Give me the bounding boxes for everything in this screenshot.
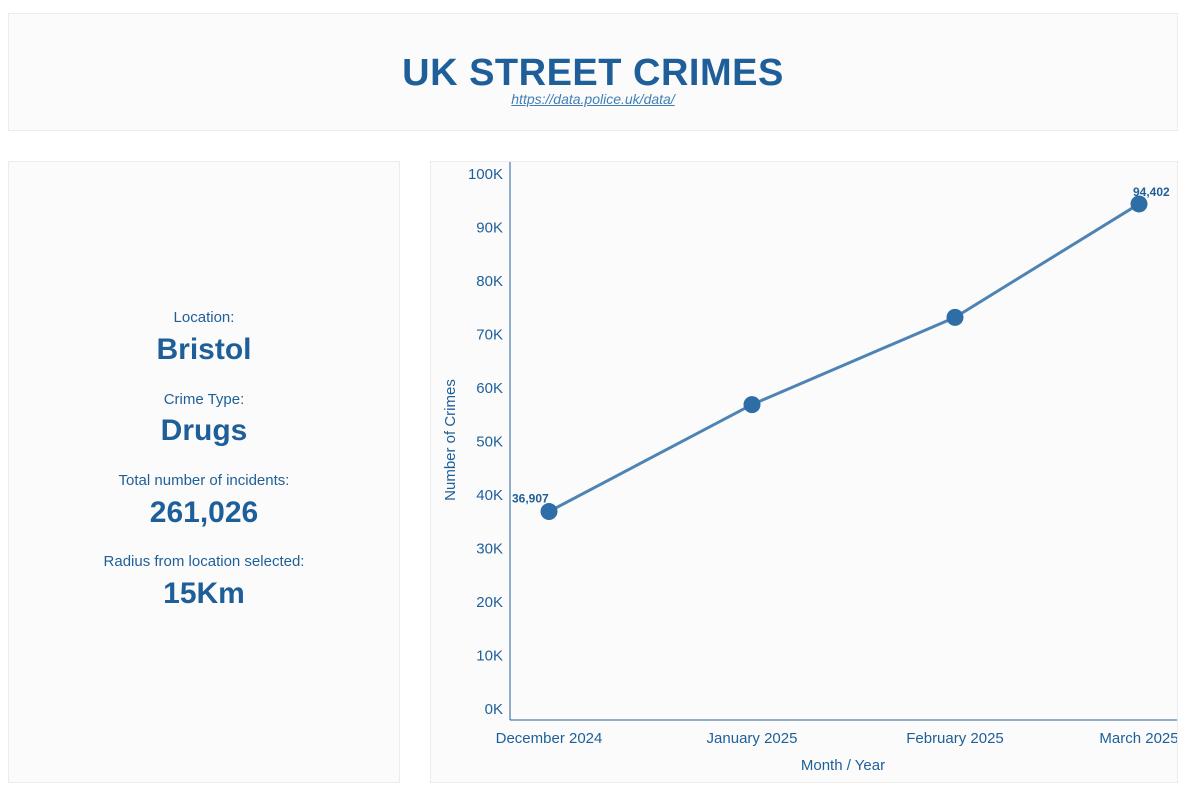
x-axis-ticks: December 2024 January 2025 February 2025 Ma… [496,730,1177,747]
x-axis-title: Month / Year [801,757,885,774]
y-tick-label: 10K [476,648,503,665]
radius-label: Radius from location selected: [103,553,305,570]
info-panel: Location: Bristol Crime Type: Drugs Tota… [8,161,400,783]
y-tick-label: 80K [476,273,503,290]
chart-panel: 0K 10K 20K 30K 40K 50K 60K 70K 80K 90K 100K Decemb… [430,161,1178,783]
page-title: UK STREET CRIMES [402,52,784,94]
data-label: 94,402 [1133,185,1170,199]
data-point[interactable] [1130,195,1148,213]
data-point[interactable] [540,503,558,521]
data-labels: 36,907 94,402 [512,185,1170,506]
total-incidents-value: 261,026 [149,496,259,529]
y-tick-label: 20K [476,594,503,611]
y-tick-label: 30K [476,541,503,558]
x-tick-label: February 2025 [906,730,1004,747]
data-points [540,195,1148,521]
series-line [548,202,1140,513]
header-panel: UK STREET CRIMES https://data.police.uk/… [8,13,1178,131]
y-tick-label: 70K [476,327,503,344]
y-tick-label: 50K [476,434,503,451]
y-tick-label: 90K [476,220,503,237]
y-axis-title: Number of Crimes [442,379,459,501]
data-point[interactable] [743,396,761,414]
x-tick-label: December 2024 [496,730,603,747]
crime-type-label: Crime Type: [163,391,245,408]
data-point[interactable] [946,308,964,326]
x-tick-label: March 2025 [1099,730,1177,747]
data-label: 36,907 [512,492,549,506]
data-source-link[interactable]: https://data.police.uk/data/ [511,91,675,107]
total-incidents-label: Total number of incidents: [118,472,290,489]
radius-value: 15Km [163,577,245,610]
x-tick-label: January 2025 [707,730,798,747]
crime-type-value: Drugs [160,414,248,447]
location-value: Bristol [156,333,252,366]
y-tick-label: 0K [485,701,503,718]
location-label: Location: [173,309,235,326]
y-axis-ticks: 0K 10K 20K 30K 40K 50K 60K 70K 80K 90K 100K [468,166,503,718]
y-tick-label: 60K [476,380,503,397]
y-tick-label: 100K [468,166,503,183]
y-tick-label: 40K [476,487,503,504]
line-chart: 0K 10K 20K 30K 40K 50K 60K 70K 80K 90K 100K Decemb… [442,162,1177,774]
